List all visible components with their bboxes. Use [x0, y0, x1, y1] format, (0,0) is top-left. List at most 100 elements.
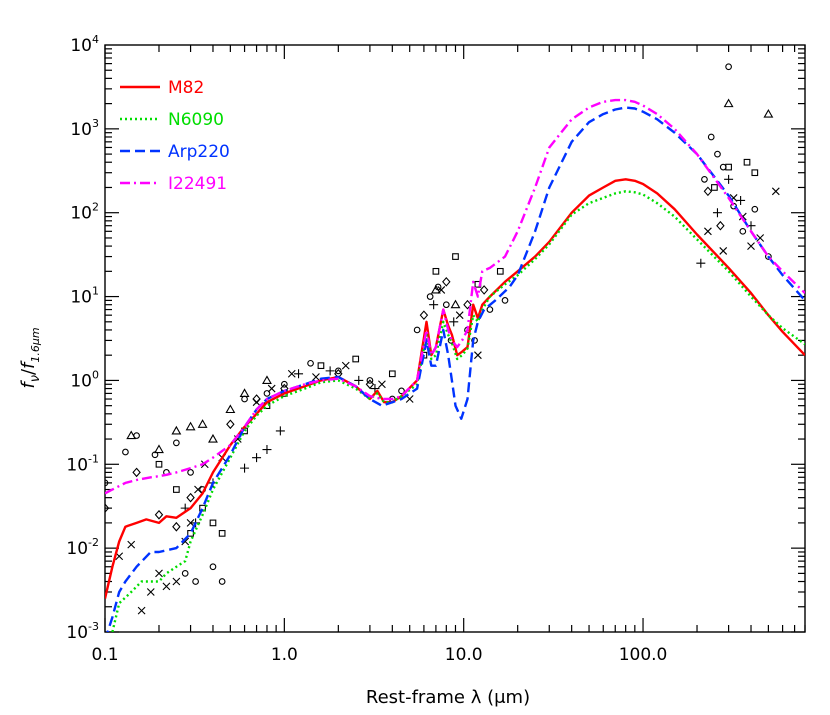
obs-cross-point [186, 519, 195, 527]
obs-diamond-point [703, 186, 713, 197]
obs-triangle-point [171, 425, 182, 435]
obs-plus-point [712, 208, 722, 218]
obs-diamond-point [172, 521, 181, 532]
y-label-f1: f [18, 380, 39, 389]
obs-circle-point [241, 395, 248, 403]
obs-triangle-point [225, 404, 236, 414]
obs-triangle-point [262, 375, 272, 384]
x-tick-label: 10.0 [445, 645, 483, 665]
obs-circle-point [765, 253, 772, 260]
obs-plus-point [724, 174, 734, 184]
obs-plus-point [252, 453, 262, 463]
x-tick-label: 0.1 [91, 645, 118, 665]
obs-cross-point [267, 384, 276, 393]
obs-cross-point [771, 187, 780, 196]
legend-label-I22491: I22491 [168, 174, 227, 194]
legend: M82 N6090 Arp220 I22491 [120, 78, 230, 194]
legend-label-Arp220: Arp220 [168, 142, 230, 162]
obs-triangle-point [430, 284, 441, 294]
obs-square-point [496, 267, 504, 275]
obs-circle-point [307, 359, 314, 367]
obs-circle-point [122, 448, 129, 456]
obs-square-point [751, 169, 759, 177]
obs-diamond-point [186, 492, 195, 503]
y-tick-label: 10-3 [66, 620, 99, 643]
obs-square-point [218, 530, 226, 537]
obs-plus-point [736, 195, 746, 205]
obs-cross-point [287, 369, 296, 378]
obs-circle-point [209, 563, 217, 571]
obs-cross-point [378, 380, 386, 389]
y-label-slash: / [18, 368, 39, 375]
obs-circle-point [501, 297, 509, 304]
obs-circle-point [714, 150, 721, 158]
obs-diamond-point [716, 220, 725, 231]
obs-plus-point [294, 369, 304, 379]
obs-triangle-point [239, 388, 250, 397]
obs-diamond-point [365, 379, 375, 390]
plot-frame [104, 44, 806, 633]
obs-triangle-point [126, 430, 137, 440]
obs-cross-point [756, 234, 765, 242]
obs-cross-point [719, 247, 728, 255]
obs-plus-point [449, 317, 459, 327]
obs-diamond-point [442, 276, 451, 287]
obs-cross-point [155, 569, 163, 578]
obs-plus-point [240, 463, 250, 473]
obs-circle-point [739, 227, 747, 235]
obs-diamond-point [154, 509, 164, 520]
y-tick-label: 102 [70, 201, 99, 224]
obs-cross-point [704, 227, 712, 236]
series-N6090 [111, 190, 805, 632]
obs-circle-point [280, 380, 288, 388]
obs-square-point [317, 362, 325, 370]
obs-triangle-point [763, 108, 774, 118]
obs-circle-point [413, 326, 421, 334]
obs-plus-point [696, 258, 706, 268]
obs-circle-point [173, 439, 180, 447]
obs-circle-point [398, 387, 405, 395]
obs-plus-point [429, 300, 439, 310]
obs-diamond-point [479, 285, 489, 295]
y-tick-labels: 10-3 10-2 10-1 100 101 102 103 104 [66, 33, 99, 643]
x-tick-label: 1.0 [271, 645, 298, 665]
obs-square-point [432, 267, 440, 275]
obs-diamond-point [226, 419, 235, 430]
obs-circle-point [471, 337, 478, 344]
obs-cross-point [455, 311, 464, 320]
obs-circle-point [751, 205, 759, 213]
y-axis-label: fν/f1.6μm [18, 327, 43, 388]
obs-triangle-point [208, 433, 218, 443]
obs-triangle-point [450, 299, 461, 309]
obs-circle-point [105, 479, 109, 487]
obs-cross-point [474, 351, 482, 360]
obs-plus-point [325, 366, 335, 376]
legend-label-N6090: N6090 [168, 110, 224, 130]
y-label-sub-1.6: 1.6μm [29, 327, 42, 362]
obs-circle-point [486, 306, 494, 313]
obs-square-point [352, 355, 360, 363]
obs-circle-point [725, 63, 732, 71]
obs-circle-point [218, 578, 226, 585]
series-M82 [105, 178, 805, 599]
obs-square-point [209, 519, 217, 527]
y-tick-label: 10-2 [66, 536, 99, 559]
obs-square-point [452, 253, 459, 260]
obs-plus-point [262, 445, 272, 455]
obs-cross-point [146, 588, 155, 596]
legend-label-M82: M82 [168, 78, 204, 98]
obs-circle-point [719, 163, 727, 171]
obs-square-point [155, 460, 163, 468]
obs-diamond-point [252, 394, 261, 404]
obs-plus-point [275, 426, 285, 436]
obs-circle-point [366, 377, 374, 384]
series-I22491 [105, 98, 805, 495]
obs-square-point [743, 158, 751, 166]
obs-square-point [711, 184, 718, 191]
y-tick-label: 100 [70, 368, 99, 391]
obs-cross-point [312, 373, 320, 381]
model-curves [105, 98, 805, 632]
obs-cross-point [341, 361, 350, 370]
obs-triangle-point [154, 444, 164, 454]
